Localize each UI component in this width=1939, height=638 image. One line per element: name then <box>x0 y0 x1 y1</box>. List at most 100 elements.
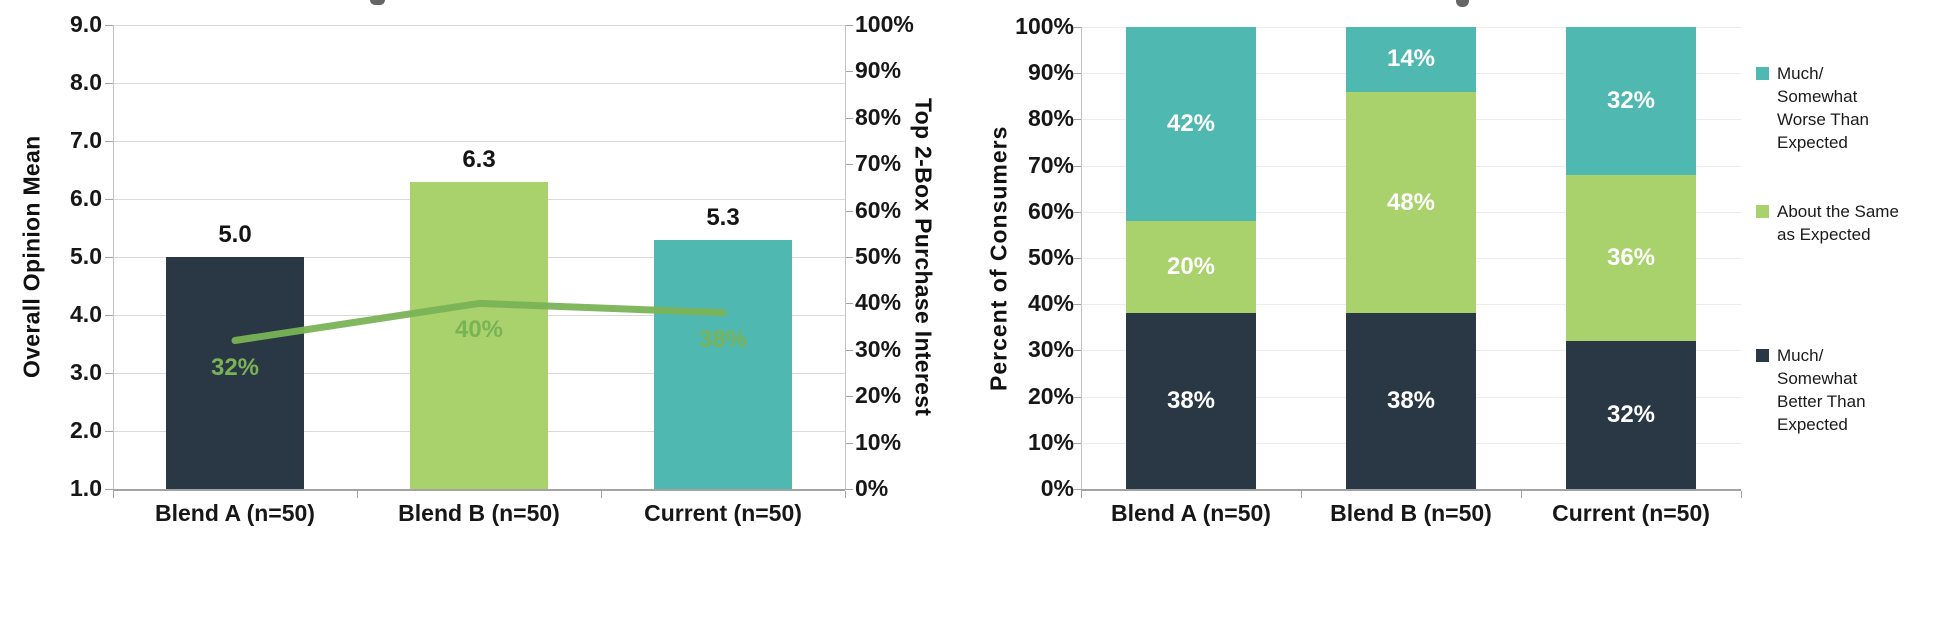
tick-mark <box>105 315 113 316</box>
tick-label: 5.0 <box>70 243 102 269</box>
tick-label: 80% <box>1027 105 1074 132</box>
line-value-label: 40% <box>454 316 504 344</box>
category-tick <box>1521 491 1522 498</box>
category-label: Blend A (n=50) <box>155 500 315 526</box>
tick-mark <box>105 431 113 432</box>
tick-mark <box>845 489 853 490</box>
line-value-label: 38% <box>698 325 748 353</box>
right-axis-title: Top 2-Box Purchase Interest <box>910 97 937 417</box>
legend-swatch <box>1756 349 1769 362</box>
tick-mark <box>1073 396 1081 398</box>
tick-mark <box>845 117 853 119</box>
tick-mark <box>1073 489 1081 490</box>
tick-mark <box>845 303 853 305</box>
segment-Blend B (n=50): 14% <box>1346 27 1476 92</box>
tick-label: 40% <box>855 289 902 316</box>
tick-label: 2.0 <box>70 417 102 443</box>
tick-label: 7.0 <box>70 127 102 153</box>
tick-label: 10% <box>855 428 902 455</box>
category-tick <box>601 491 602 498</box>
tick-label: 3.0 <box>70 359 102 385</box>
tick-mark <box>105 489 113 490</box>
legend-label: About the Same as Expected <box>1777 202 1899 244</box>
segment-Current (n=50): 32% <box>1566 27 1696 175</box>
category-label: Blend B (n=50) <box>1330 500 1492 526</box>
tick-label: 8.0 <box>70 69 102 95</box>
category-tick <box>1081 491 1082 498</box>
tick-mark <box>1073 211 1081 213</box>
gridline <box>113 25 845 26</box>
gridline <box>113 83 845 84</box>
gridline <box>113 141 845 142</box>
tick-mark <box>845 396 853 398</box>
category-label: Blend B (n=50) <box>398 500 560 526</box>
bar-value-label: 5.3 <box>706 203 740 231</box>
right-axis-ticks: 100% 90% 80% 70% 60% 50% 40% 30% 20% 10% 0% <box>855 11 939 501</box>
tick-label: 20% <box>1027 382 1074 409</box>
tick-label: 4.0 <box>70 301 102 327</box>
legend-swatch <box>1756 205 1769 218</box>
legend-entry: About the Same as Expected <box>1756 200 1934 246</box>
tick-mark <box>1073 258 1081 259</box>
tick-mark <box>1073 442 1081 444</box>
x-axis-line <box>1081 489 1741 491</box>
bar-value-label: 5.0 <box>218 221 252 248</box>
tick-label: 70% <box>1027 151 1074 178</box>
tick-label: 10% <box>1027 428 1074 455</box>
tick-label: 90% <box>1027 59 1074 86</box>
segment-Blend A (n=50): 20% <box>1126 221 1256 314</box>
category-label: Blend A (n=50) <box>1111 500 1271 526</box>
left-axis-line <box>113 25 114 489</box>
tick-mark <box>1073 119 1081 121</box>
bar-Blend B (n=50) <box>410 181 548 489</box>
tick-label: 80% <box>855 103 902 130</box>
tick-mark <box>1073 73 1081 75</box>
tick-label: 100% <box>855 11 914 37</box>
tick-mark <box>845 257 853 258</box>
tick-mark <box>105 141 113 142</box>
tick-label: 6.0 <box>70 185 102 211</box>
tick-label: 90% <box>855 57 902 84</box>
segment-Current (n=50): 36% <box>1566 174 1696 342</box>
tick-label: 60% <box>1027 197 1074 224</box>
tick-label: 100% <box>1015 13 1074 39</box>
category-tick <box>113 491 114 498</box>
legend-entry: Much/ Somewhat Worse Than Expected <box>1756 62 1934 154</box>
tick-label: 30% <box>855 335 902 362</box>
line-value-label: 32% <box>210 353 260 381</box>
category-label: Current (n=50) <box>1552 500 1710 526</box>
tick-label: 0% <box>1040 475 1074 501</box>
bar-Blend A (n=50) <box>166 257 304 489</box>
stacked-plot-area: 38% 20% 42% 38% 48% 14% 32% 36% 32% <box>1073 27 1742 498</box>
tick-mark <box>105 199 113 200</box>
tick-label: 40% <box>1027 290 1074 317</box>
segment-Current (n=50): 32% <box>1566 341 1696 489</box>
left-axis-line <box>1081 27 1082 489</box>
cropped-title-fragment-right <box>1456 0 1469 7</box>
right-axis-line <box>845 25 846 489</box>
cropped-title-fragment-left <box>370 0 385 5</box>
category-tick <box>845 491 846 498</box>
tick-mark <box>845 210 853 212</box>
y-axis-ticks: 100% 90% 80% 70% 60% 50% 40% 30% 20% 10% 0% <box>996 13 1074 501</box>
tick-mark <box>105 83 113 84</box>
segment-Blend A (n=50): 38% <box>1126 313 1256 489</box>
tick-label: 9.0 <box>70 11 102 37</box>
combo-plot-area: 5.0 6.3 5.3 32% 40% 38% <box>105 25 853 498</box>
x-axis-line <box>113 489 845 491</box>
tick-label: 50% <box>855 243 902 269</box>
category-label: Current (n=50) <box>644 500 802 526</box>
legend-label: Much/ Somewhat Worse Than Expected <box>1777 64 1869 152</box>
tick-mark <box>845 349 853 351</box>
legend-label: Much/ Somewhat Better Than Expected <box>1777 346 1866 434</box>
legend-swatch <box>1756 67 1769 80</box>
tick-mark <box>1073 304 1081 306</box>
tick-mark <box>845 71 853 73</box>
stacked-category-labels: Blend A (n=50) Blend B (n=50) Current (n=5… <box>1081 500 1741 534</box>
segment-Blend A (n=50): 42% <box>1126 27 1256 222</box>
category-tick <box>357 491 358 498</box>
legend-entry: Much/ Somewhat Better Than Expected <box>1756 344 1934 436</box>
